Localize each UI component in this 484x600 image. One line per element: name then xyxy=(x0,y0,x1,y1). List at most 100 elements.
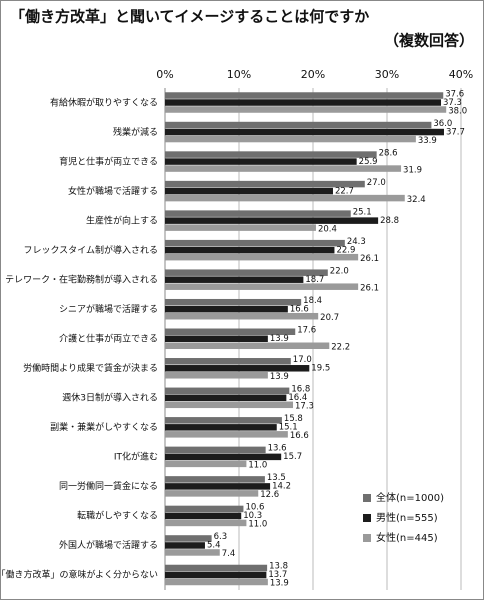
bar xyxy=(165,106,447,113)
x-tick-label: 20% xyxy=(301,68,325,81)
value-label: 12.6 xyxy=(260,490,279,500)
value-label: 13.8 xyxy=(269,562,288,572)
value-label: 27.0 xyxy=(367,178,386,188)
bar xyxy=(165,483,271,490)
bar xyxy=(165,246,335,254)
bar xyxy=(165,239,345,247)
value-label: 6.3 xyxy=(214,532,228,542)
category-label: テレワーク・在宅勤務制が導入される xyxy=(5,273,158,285)
value-label: 10.3 xyxy=(243,511,262,521)
value-label: 22.2 xyxy=(331,343,350,353)
bar xyxy=(165,512,242,520)
value-label: 13.9 xyxy=(270,372,289,382)
bar xyxy=(165,194,405,202)
bar xyxy=(165,335,268,342)
value-label: 16.8 xyxy=(291,385,310,395)
value-label: 16.6 xyxy=(290,304,309,314)
value-label: 13.7 xyxy=(268,570,287,580)
category-label: 週休3日制が導入される xyxy=(62,392,158,404)
bar xyxy=(165,180,365,188)
value-label: 11.0 xyxy=(248,520,267,530)
value-label: 13.5 xyxy=(267,473,286,483)
value-label: 22.0 xyxy=(330,266,349,276)
bar xyxy=(165,424,277,431)
value-label: 15.7 xyxy=(283,452,302,462)
value-label: 17.0 xyxy=(293,355,312,365)
value-label: 14.2 xyxy=(272,482,291,492)
legend-label: 全体(n=1000) xyxy=(376,491,444,504)
x-tick-label: 40% xyxy=(449,68,473,81)
bar xyxy=(165,372,268,379)
value-label: 10.6 xyxy=(245,503,264,513)
bar xyxy=(165,394,287,402)
value-label: 19.5 xyxy=(311,364,330,374)
value-label: 31.9 xyxy=(403,165,422,175)
category-label: 「働き方改革」の意味がよく分からない xyxy=(0,569,158,581)
value-label: 13.6 xyxy=(268,444,287,454)
value-label: 16.6 xyxy=(290,431,309,441)
value-label: 22.7 xyxy=(335,186,354,196)
bar xyxy=(165,365,310,372)
bar xyxy=(165,128,444,136)
legend-swatch xyxy=(363,534,371,542)
value-label: 38.0 xyxy=(448,106,467,116)
bar xyxy=(165,358,291,365)
category-label: 同一労働同一賃金になる xyxy=(59,480,158,492)
bar xyxy=(165,564,268,572)
value-label: 17.6 xyxy=(297,326,316,336)
bar xyxy=(165,276,304,283)
legend-swatch xyxy=(363,514,371,522)
bar xyxy=(165,571,267,579)
legend-label: 女性(n=445) xyxy=(376,531,438,544)
category-label: 生産性が向上する xyxy=(86,214,158,226)
value-label: 36.0 xyxy=(433,119,452,129)
bar xyxy=(165,542,205,549)
category-label: フレックスタイム制が導入される xyxy=(23,244,158,256)
bar xyxy=(165,269,328,276)
bar xyxy=(165,135,416,143)
legend-swatch xyxy=(363,494,371,502)
bar xyxy=(165,446,266,454)
bar xyxy=(165,187,333,195)
bar xyxy=(165,387,290,395)
category-label: 女性が職場で活躍する xyxy=(68,185,158,197)
value-label: 13.9 xyxy=(270,579,289,589)
bar xyxy=(165,453,282,461)
value-label: 18.7 xyxy=(305,275,324,285)
value-label: 25.9 xyxy=(359,157,378,167)
value-label: 33.9 xyxy=(418,136,437,146)
value-label: 13.9 xyxy=(270,334,289,344)
bar xyxy=(165,490,259,497)
value-label: 37.7 xyxy=(446,127,465,137)
value-label: 28.6 xyxy=(379,148,398,158)
category-label: シニアが職場で活躍する xyxy=(59,303,158,315)
bar xyxy=(165,328,296,335)
bar xyxy=(165,253,359,261)
value-label: 37.6 xyxy=(445,89,464,99)
bar xyxy=(165,312,319,320)
bar xyxy=(165,92,444,99)
value-label: 24.3 xyxy=(347,237,366,247)
bar xyxy=(165,578,268,586)
chart-subtitle: （複数回答） xyxy=(384,32,474,50)
value-label: 7.4 xyxy=(222,549,236,559)
value-label: 20.7 xyxy=(320,313,339,323)
value-label: 22.9 xyxy=(336,245,355,255)
category-label: IT化が進む xyxy=(114,451,158,463)
bar xyxy=(165,217,379,224)
category-label: 外国人が職場で活躍する xyxy=(59,539,158,551)
bar xyxy=(165,519,247,527)
x-tick-label: 0% xyxy=(156,68,173,81)
bar xyxy=(165,535,212,542)
bar xyxy=(165,342,330,349)
category-label: 有給休暇が取りやすくなる xyxy=(50,96,158,108)
category-label: 転職がしやすくなる xyxy=(77,510,158,522)
category-label: 労働時間より成果で賃金が決まる xyxy=(23,362,158,374)
value-label: 5.4 xyxy=(207,541,221,551)
bar xyxy=(165,298,302,306)
bar xyxy=(165,417,282,424)
bar xyxy=(165,505,244,513)
value-label: 18.4 xyxy=(303,296,322,306)
bar xyxy=(165,165,402,172)
